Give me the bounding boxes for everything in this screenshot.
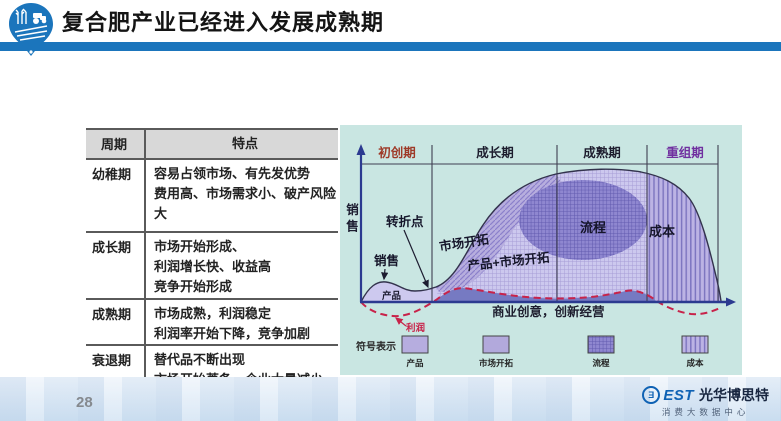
legend-swatch-cost — [681, 335, 709, 354]
area-process — [519, 180, 647, 260]
logo-company-name: 光华博思特 — [699, 387, 769, 403]
area-product — [361, 281, 439, 302]
logo-subtitle: 消费大数据中心 — [661, 407, 750, 417]
sales-annotation-label: 销售 — [374, 253, 399, 268]
feature-line: 市场开始形成、 — [154, 239, 246, 255]
y-axis-arrow-icon — [356, 144, 366, 155]
legend-swatches — [401, 335, 709, 354]
period-cell: 幼稚期 — [86, 160, 146, 232]
period-cell: 成长期 — [86, 233, 146, 298]
axes — [356, 144, 736, 307]
stage-divider-lines — [361, 145, 719, 302]
product-region-label: 产品 — [382, 290, 401, 302]
best-circle-mark-icon: Ǝ — [642, 386, 661, 404]
legend-swatch-market-dev — [482, 335, 510, 354]
stage-label-growth: 成长期 — [476, 145, 514, 160]
legend-label-cost: 成本 — [686, 358, 704, 368]
legend-title: 符号表示 — [356, 340, 396, 353]
feature-line: 容易占领市场、有先发优势 — [154, 166, 311, 182]
feature-line: 利润增长快、收益高 — [154, 259, 272, 275]
process-region-label: 流程 — [580, 220, 606, 235]
x-axis-caption: 商业创意，创新经营 — [492, 304, 605, 319]
profit-arrow-icon — [395, 317, 407, 327]
legend-label-process: 流程 — [592, 358, 610, 368]
period-cell: 衰退期 — [86, 345, 146, 391]
lifecycle-curve-chart: 初创期 成长期 成熟期 重组期 转折点 销售 产品 市场开拓 产品+市场开拓 流… — [356, 144, 736, 368]
lifecycle-table: 周期 特点 幼稚期 容易占领市场、有先发优势 费用高、市场需求小、破产风险大 成… — [86, 128, 338, 393]
period-cell: 成熟期 — [86, 299, 146, 344]
company-logo: Ǝ EST 光华博思特 消费大数据中心 — [642, 385, 769, 418]
table-row: 幼稚期 容易占领市场、有先发优势 费用高、市场需求小、破产风险大 — [86, 160, 338, 234]
logo-best-text: EST — [663, 386, 694, 404]
feature-line: 利润率开始下降，竞争加剧 — [154, 325, 311, 341]
stage-label-maturity: 成熟期 — [583, 145, 621, 160]
table-header-row: 周期 特点 — [86, 130, 338, 161]
legend-label-market-dev: 市场开拓 — [479, 358, 514, 368]
features-cell: 容易占领市场、有先发优势 费用高、市场需求小、破产风险大 — [146, 160, 338, 231]
area-profit-band — [432, 288, 657, 302]
stage-label-restructure: 重组期 — [666, 145, 704, 160]
features-cell: 市场成熟，利润稳定 利润率开始下降，竞争加剧 — [146, 300, 338, 344]
sales-annotation-arrow-icon — [381, 268, 389, 281]
farm-pin-logo-icon — [9, 3, 53, 56]
profit-curve — [360, 286, 721, 318]
legend-label-product: 产品 — [406, 358, 424, 368]
x-axis-arrow-icon — [726, 297, 736, 307]
col-header-features: 特点 — [231, 136, 258, 151]
sales-curve — [360, 168, 722, 303]
cost-region-label: 成本 — [649, 224, 675, 239]
title-underline-bar — [0, 42, 781, 51]
page-number: 28 — [76, 394, 93, 411]
col-header-period: 周期 — [86, 130, 146, 159]
features-cell: 市场开始形成、 利润增长快、收益高 竞争开始形成 — [146, 233, 338, 297]
lifecycle-chart-panel: 销售 — [340, 125, 742, 375]
legend-swatch-process — [587, 335, 615, 354]
logo-main-row: Ǝ EST 光华博思特 — [642, 385, 769, 405]
turning-point-arrow-icon — [403, 229, 429, 289]
page-title: 复合肥产业已经进入发展成熟期 — [62, 10, 385, 35]
feature-line: 竞争开始形成 — [154, 279, 233, 295]
turning-point-label: 转折点 — [386, 214, 424, 229]
feature-line: 市场成熟，利润稳定 — [154, 305, 272, 321]
table-row: 成熟期 市场成熟，利润稳定 利润率开始下降，竞争加剧 — [86, 299, 338, 346]
feature-line: 费用高、市场需求小、破产风险大 — [154, 186, 337, 222]
feature-line: 替代品不断出现 — [154, 351, 246, 367]
legend-swatch-product — [401, 335, 429, 354]
table-row: 成长期 市场开始形成、 利润增长快、收益高 竞争开始形成 — [86, 233, 338, 300]
profit-label: 利润 — [405, 322, 425, 334]
y-axis-label: 销售 — [344, 203, 358, 236]
stage-label-startup: 初创期 — [378, 145, 416, 160]
